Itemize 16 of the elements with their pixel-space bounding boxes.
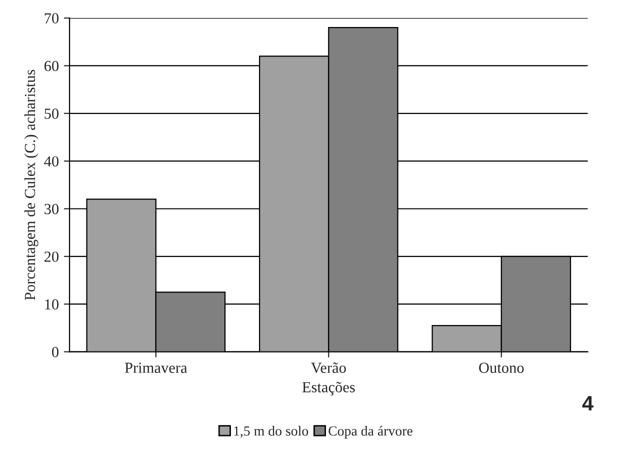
- y-tick-label: 20: [44, 252, 59, 262]
- y-tick-label: 60: [44, 60, 59, 72]
- x-tick-label: Primavera: [124, 362, 188, 373]
- x-tick-label: Outono: [479, 362, 524, 373]
- x-tick-label: Verão: [311, 362, 346, 374]
- y-tick-label: 0: [52, 346, 59, 358]
- y-tick-label: 10: [45, 299, 59, 310]
- y-tick-label: 30: [44, 204, 59, 214]
- y-axis-title: Porcentagem de Culex (C.) acharistus: [24, 70, 38, 300]
- legend-label: 1,5 m do solo: [234, 426, 308, 438]
- y-tick-label: 70: [44, 13, 59, 24]
- legend-label: Copa da árvore: [328, 426, 412, 438]
- text: 4: [582, 396, 594, 410]
- y-tick-label: 50: [44, 108, 59, 119]
- y-tick-label: 40: [44, 156, 59, 167]
- x-axis-title: Estações: [302, 382, 355, 396]
